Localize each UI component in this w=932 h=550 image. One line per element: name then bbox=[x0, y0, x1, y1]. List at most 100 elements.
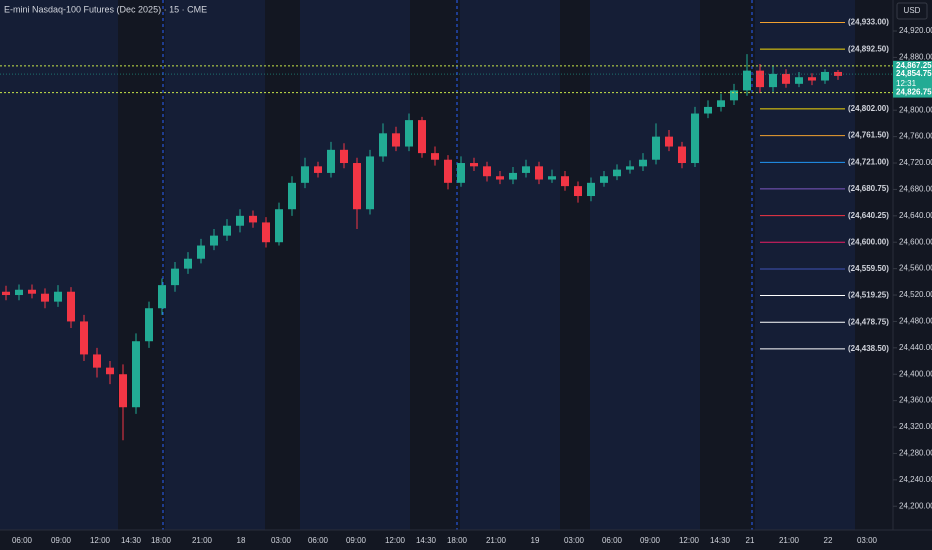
x-tick-label: 18:00 bbox=[151, 536, 172, 545]
candle-body bbox=[249, 215, 257, 223]
x-tick-label: 19 bbox=[531, 536, 540, 545]
y-tick-label: 24,440.00 bbox=[899, 343, 932, 352]
y-tick-label: 24,640.00 bbox=[899, 211, 932, 220]
candle-body bbox=[444, 159, 452, 183]
level-label: (24,519.25) bbox=[848, 291, 889, 300]
x-tick-label: 21:00 bbox=[779, 536, 800, 545]
x-tick-label: 12:00 bbox=[385, 536, 406, 545]
candle-body bbox=[93, 354, 101, 368]
candle-body bbox=[795, 77, 803, 84]
candle-body bbox=[808, 77, 816, 81]
candle-body bbox=[67, 291, 75, 322]
candle-body bbox=[483, 166, 491, 177]
x-tick-label: 03:00 bbox=[271, 536, 292, 545]
session-band bbox=[165, 0, 265, 530]
candle-body bbox=[418, 120, 426, 154]
candle-body bbox=[665, 136, 673, 147]
price-badge bbox=[893, 60, 932, 71]
y-tick-label: 24,200.00 bbox=[899, 501, 932, 510]
candle-body bbox=[275, 209, 283, 243]
x-tick-label: 03:00 bbox=[857, 536, 878, 545]
price-badge-label: 24,867.25 bbox=[896, 61, 932, 70]
candle-body bbox=[171, 268, 179, 286]
candle-body bbox=[522, 166, 530, 173]
level-label: (24,600.00) bbox=[848, 237, 889, 246]
x-tick-label: 12:00 bbox=[679, 536, 700, 545]
candle-body bbox=[327, 149, 335, 173]
candle-body bbox=[587, 182, 595, 197]
candle-body bbox=[184, 258, 192, 269]
session-band bbox=[460, 0, 560, 530]
level-label: (24,680.75) bbox=[848, 184, 889, 193]
candle-body bbox=[548, 176, 556, 180]
x-tick-label: 14:30 bbox=[416, 536, 437, 545]
price-badge-label: 24,854.75 bbox=[896, 69, 932, 78]
x-tick-label: 21:00 bbox=[192, 536, 213, 545]
x-tick-label: 18:00 bbox=[447, 536, 468, 545]
candle-body bbox=[80, 321, 88, 355]
candle-body bbox=[769, 73, 777, 88]
y-tick-label: 24,760.00 bbox=[899, 132, 932, 141]
x-tick-label: 06:00 bbox=[308, 536, 329, 545]
y-tick-label: 24,480.00 bbox=[899, 317, 932, 326]
candle-body bbox=[379, 133, 387, 157]
candle-body bbox=[561, 176, 569, 187]
currency-box[interactable] bbox=[896, 2, 928, 20]
candle-body bbox=[756, 70, 764, 88]
y-tick-label: 24,400.00 bbox=[899, 369, 932, 378]
level-label: (24,933.00) bbox=[848, 18, 889, 27]
session-band bbox=[300, 0, 410, 530]
candle-body bbox=[392, 133, 400, 147]
candle-body bbox=[405, 120, 413, 147]
candle-body bbox=[691, 113, 699, 164]
candle-body bbox=[210, 235, 218, 246]
x-tick-label: 12:00 bbox=[90, 536, 111, 545]
candle-body bbox=[574, 186, 582, 197]
y-tick-label: 24,360.00 bbox=[899, 396, 932, 405]
candle-body bbox=[314, 166, 322, 173]
candle-body bbox=[197, 245, 205, 259]
candle-body bbox=[470, 163, 478, 167]
candle-body bbox=[535, 166, 543, 180]
candle-body bbox=[236, 215, 244, 226]
y-tick-label: 24,880.00 bbox=[899, 53, 932, 62]
candle-body bbox=[41, 293, 49, 302]
candle-body bbox=[457, 163, 465, 183]
y-tick-label: 24,520.00 bbox=[899, 290, 932, 299]
y-tick-label: 24,320.00 bbox=[899, 422, 932, 431]
candle-body bbox=[782, 73, 790, 84]
candle-body bbox=[717, 100, 725, 107]
candle-body bbox=[262, 222, 270, 243]
session-band bbox=[755, 0, 855, 530]
candle-body bbox=[132, 341, 140, 408]
y-tick-label: 24,280.00 bbox=[899, 449, 932, 458]
candle-body bbox=[600, 176, 608, 183]
x-tick-label: 21 bbox=[746, 536, 755, 545]
candle-body bbox=[509, 172, 517, 180]
candle-body bbox=[639, 159, 647, 167]
candle-body bbox=[743, 70, 751, 91]
x-tick-label: 22 bbox=[824, 536, 833, 545]
x-tick-label: 09:00 bbox=[346, 536, 367, 545]
level-label: (24,892.50) bbox=[848, 44, 889, 53]
candle-body bbox=[223, 225, 231, 236]
chart-title: E-mini Nasdaq-100 Futures (Dec 2025) · 1… bbox=[4, 4, 207, 14]
level-label: (24,761.50) bbox=[848, 131, 889, 140]
y-tick-label: 24,240.00 bbox=[899, 475, 932, 484]
candle-body bbox=[353, 163, 361, 210]
candle-body bbox=[652, 136, 660, 160]
level-label: (24,640.25) bbox=[848, 211, 889, 220]
x-tick-label: 06:00 bbox=[12, 536, 33, 545]
candle-body bbox=[145, 308, 153, 342]
y-tick-label: 24,800.00 bbox=[899, 105, 932, 114]
price-badge bbox=[893, 69, 932, 90]
candle-body bbox=[821, 71, 829, 81]
y-tick-label: 24,600.00 bbox=[899, 237, 932, 246]
session-band bbox=[0, 0, 118, 530]
candle-body bbox=[54, 291, 62, 302]
candle-body bbox=[730, 90, 738, 101]
candle-body bbox=[704, 106, 712, 114]
level-label: (24,438.50) bbox=[848, 344, 889, 353]
x-tick-label: 14:30 bbox=[121, 536, 142, 545]
